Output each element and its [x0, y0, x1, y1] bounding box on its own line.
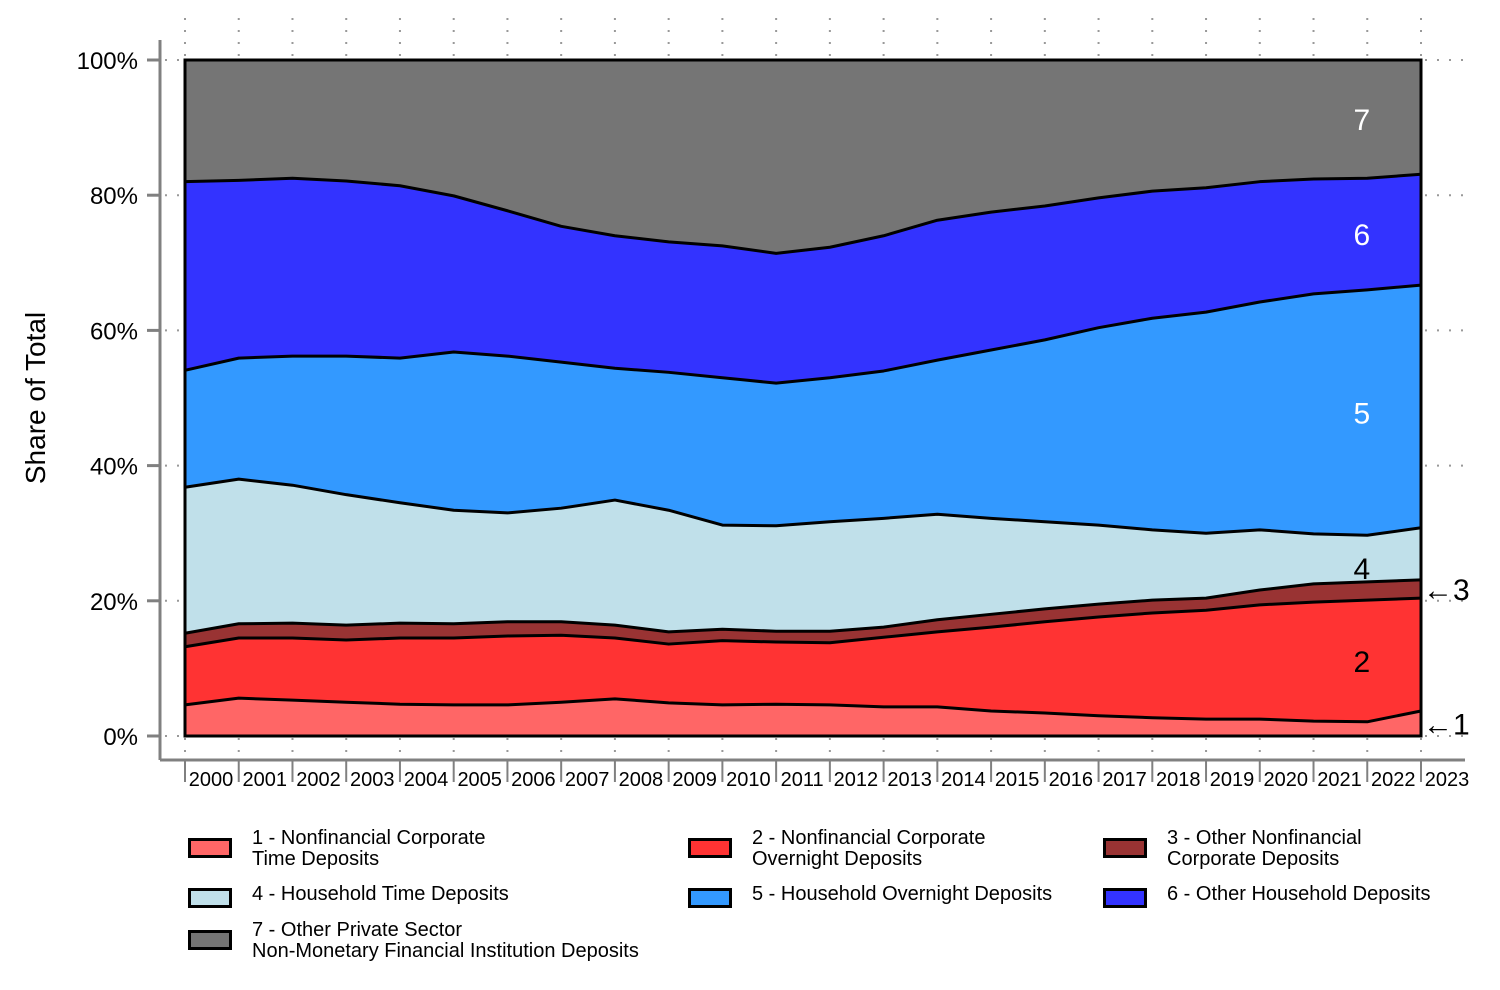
area-label-1: ←1 [1423, 708, 1470, 741]
x-tick-label: 2004 [404, 769, 449, 791]
area-series-4 [185, 479, 1421, 634]
x-tick-label: 2022 [1371, 769, 1416, 791]
boundary-line-2 [184, 596, 1422, 649]
y-tick-label: 100% [77, 48, 138, 75]
area-label-4: 4 [1354, 553, 1371, 586]
area-series-7 [185, 60, 1421, 254]
area-label-3: ←3 [1423, 574, 1470, 607]
area-series-3 [185, 579, 1421, 647]
x-axis: 2000 2001 2002 2003 2004 2005 2006 2007 2008 2009… [160, 758, 1470, 791]
y-tick-label: 60% [90, 318, 138, 345]
x-tick-label: 2023 [1425, 769, 1470, 791]
x-tick-label: 2010 [726, 769, 771, 791]
x-tick-label: 2015 [995, 769, 1040, 791]
area-series-2 [185, 598, 1421, 722]
x-tick-label: 2007 [565, 769, 610, 791]
x-tick-label: 2013 [887, 769, 932, 791]
x-tick-label: 2017 [1102, 769, 1147, 791]
x-tick-label: 2008 [619, 769, 664, 791]
x-tick-label: 2011 [781, 769, 824, 791]
area-label-2: 2 [1354, 646, 1371, 679]
area-label-5: 5 [1354, 398, 1371, 431]
x-tick-label: 2000 [189, 769, 234, 791]
area-series-6 [185, 174, 1421, 384]
x-tick-label: 2021 [1317, 769, 1362, 791]
x-tick-label: 2020 [1264, 769, 1309, 791]
x-tick-label: 2005 [457, 769, 502, 791]
y-tick-label: 0% [103, 724, 138, 751]
boundary-line-1 [184, 696, 1422, 724]
boundary-line-3 [184, 578, 1422, 635]
y-tick-label: 40% [90, 454, 138, 481]
area-labels: 7 6 5 4 2 ←3 ←1 [1354, 104, 1470, 741]
x-tick-label: 2006 [511, 769, 556, 791]
x-tick-label: 2001 [242, 769, 287, 791]
y-tick-label: 80% [90, 183, 138, 210]
area-label-6: 6 [1354, 219, 1371, 252]
x-tick-label: 2019 [1210, 769, 1255, 791]
area-series-1 [185, 698, 1421, 736]
x-tick-label: 2012 [834, 769, 879, 791]
boundary-line-5 [184, 283, 1422, 385]
area-series [184, 60, 1422, 736]
boundary-line-4 [184, 477, 1422, 537]
y-axis-title: Share of Total [20, 312, 51, 484]
y-tick-label: 20% [90, 589, 138, 616]
x-tick-label: 2003 [350, 769, 395, 791]
y-axis: 0% 20% 40% 60% 80% 100% [77, 40, 162, 760]
plot-frame [183, 58, 1423, 738]
x-tick-label: 2018 [1156, 769, 1201, 791]
x-tick-label: 2002 [296, 769, 341, 791]
boundary-line-6 [184, 172, 1422, 255]
x-tick-label: 2009 [672, 769, 717, 791]
x-tick-label: 2014 [941, 769, 986, 791]
x-tick-label: 2016 [1049, 769, 1094, 791]
area-label-7: 7 [1354, 104, 1371, 137]
area-series-5 [185, 285, 1421, 536]
